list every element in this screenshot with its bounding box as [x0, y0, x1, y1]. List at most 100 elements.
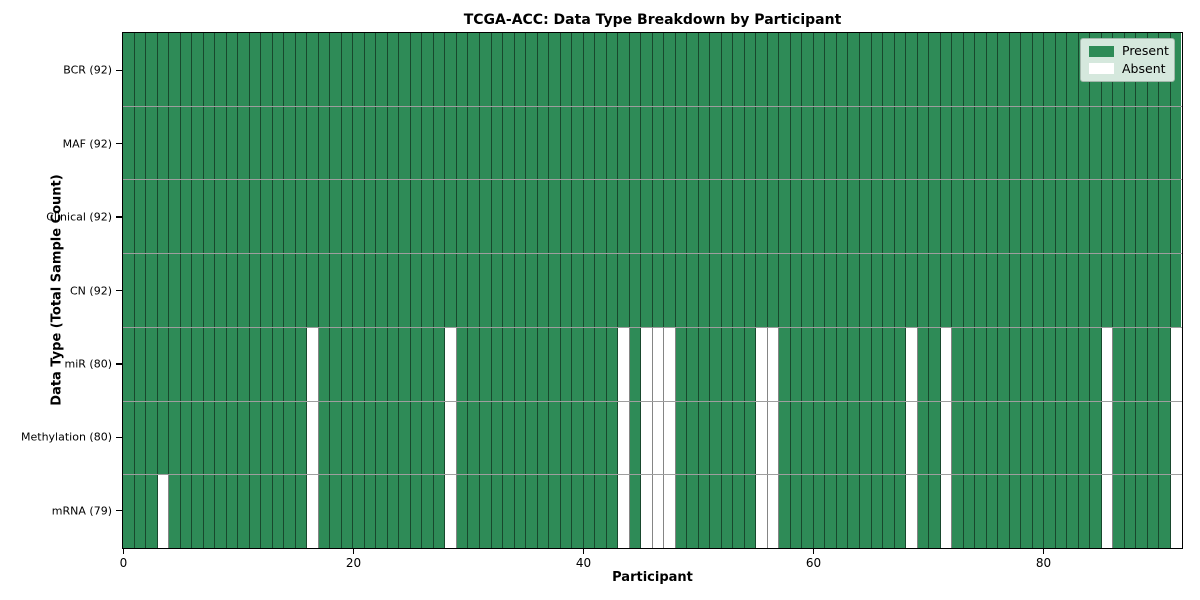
heatmap-cell — [733, 401, 745, 475]
heatmap-cell — [917, 327, 930, 401]
heatmap-cell — [802, 33, 814, 106]
heatmap-cell — [560, 106, 573, 180]
x-tick-mark — [122, 549, 125, 554]
heatmap-cell — [917, 475, 930, 549]
heatmap-cell — [318, 401, 331, 475]
heatmap-cell — [606, 475, 619, 549]
heatmap-cell — [1009, 180, 1022, 254]
heatmap-cell — [1170, 475, 1182, 549]
legend-item-absent: Absent — [1089, 62, 1166, 76]
heatmap-cell — [1055, 33, 1068, 106]
heatmap-cell — [261, 33, 273, 106]
heatmap-cell — [468, 106, 480, 180]
heatmap-cell — [364, 475, 377, 549]
heatmap-cell — [123, 327, 135, 401]
heatmap-cell — [226, 254, 239, 327]
heatmap-cell — [906, 327, 918, 401]
heatmap-cell — [330, 254, 342, 327]
heatmap-cell — [353, 327, 365, 401]
x-tick-mark — [1042, 549, 1045, 554]
heatmap-cell — [226, 106, 239, 180]
heatmap-cell — [998, 327, 1010, 401]
heatmap-cell — [825, 475, 837, 549]
heatmap-cell — [572, 401, 584, 475]
heatmap-cell — [975, 401, 987, 475]
heatmap-cell — [998, 475, 1010, 549]
heatmap-cell — [203, 106, 216, 180]
heatmap-cell — [1044, 33, 1056, 106]
heatmap-cell — [917, 254, 930, 327]
heatmap-cell — [318, 33, 331, 106]
heatmap-cell — [1159, 254, 1171, 327]
heatmap-cell — [583, 327, 596, 401]
heatmap-cell — [1055, 401, 1068, 475]
heatmap-cell — [134, 106, 147, 180]
heatmap-cell — [767, 254, 780, 327]
heatmap-cell — [767, 327, 780, 401]
heatmap-cell — [1067, 401, 1079, 475]
heatmap-cell — [456, 254, 469, 327]
heatmap-cell — [514, 401, 527, 475]
heatmap-cell — [341, 180, 354, 254]
y-tick-mark — [116, 289, 122, 292]
heatmap-cell — [836, 33, 849, 106]
heatmap-cell — [906, 401, 918, 475]
heatmap-cell — [813, 254, 826, 327]
heatmap-cell — [618, 401, 630, 475]
heatmap-cell — [433, 106, 446, 180]
heatmap-cell — [445, 475, 457, 549]
heatmap-cell — [1044, 401, 1056, 475]
heatmap-cell — [721, 180, 734, 254]
heatmap-cell — [1067, 33, 1079, 106]
heatmap-cell — [652, 327, 665, 401]
heatmap-cell — [1101, 401, 1114, 475]
heatmap-cell — [998, 180, 1010, 254]
heatmap-cell — [456, 327, 469, 401]
heatmap-cell — [192, 327, 204, 401]
heatmap-cell — [998, 254, 1010, 327]
heatmap-cell — [860, 327, 872, 401]
heatmap-cell — [641, 475, 653, 549]
heatmap-cell — [123, 33, 135, 106]
heatmap-cell — [860, 106, 872, 180]
heatmap-cell — [1055, 254, 1068, 327]
heatmap-cell — [1101, 180, 1114, 254]
y-tick-label: MAF (92) — [62, 137, 112, 151]
heatmap-cell — [503, 401, 515, 475]
heatmap-cell — [721, 327, 734, 401]
y-tick-label: CN (92) — [70, 284, 112, 297]
heatmap-cell — [664, 327, 676, 401]
heatmap-cell — [583, 180, 596, 254]
heatmap-cell — [894, 106, 907, 180]
heatmap-cell — [963, 327, 976, 401]
heatmap-cell — [503, 33, 515, 106]
heatmap-cell — [238, 327, 250, 401]
heatmap-cell — [226, 327, 239, 401]
heatmap-cell — [813, 33, 826, 106]
heatmap-cell — [767, 106, 780, 180]
heatmap-cell — [664, 254, 676, 327]
heatmap-cell — [813, 475, 826, 549]
heatmap-cell — [894, 401, 907, 475]
heatmap-cell — [514, 254, 527, 327]
heatmap-cell — [744, 475, 757, 549]
heatmap-cell — [261, 327, 273, 401]
heatmap-cell — [192, 254, 204, 327]
heatmap-row-maf — [123, 106, 1182, 181]
heatmap-cell — [169, 401, 181, 475]
heatmap-cell — [618, 254, 630, 327]
heatmap-cell — [560, 475, 573, 549]
heatmap-cell — [445, 106, 457, 180]
heatmap-cell — [549, 254, 561, 327]
heatmap-cell — [399, 401, 411, 475]
heatmap-cell — [341, 106, 354, 180]
heatmap-cell — [399, 33, 411, 106]
heatmap-cell — [1009, 327, 1022, 401]
heatmap-cell — [1147, 475, 1160, 549]
heatmap-cell — [491, 180, 504, 254]
heatmap-cell — [560, 327, 573, 401]
heatmap-cell — [284, 180, 296, 254]
legend-item-present: Present — [1089, 44, 1169, 58]
heatmap-cell — [1055, 180, 1068, 254]
heatmap-cell — [652, 254, 665, 327]
